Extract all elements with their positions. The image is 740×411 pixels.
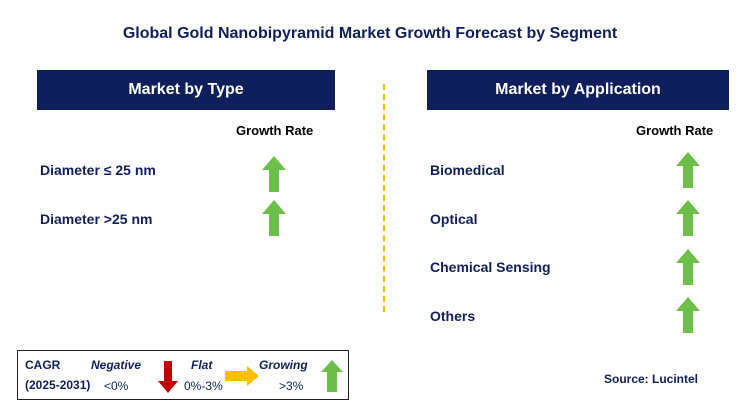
source-note: Source: Lucintel <box>604 372 699 386</box>
up-arrow-icon <box>262 200 286 236</box>
page-title: Global Gold Nanobipyramid Market Growth … <box>122 25 618 42</box>
type-row-label: Diameter ≤ 25 nm <box>40 162 156 178</box>
cagr-legend: CAGR (2025-2031) Negative <0% Flat 0%-3%… <box>17 350 349 400</box>
type-growth-rate-header: Growth Rate <box>236 123 314 138</box>
down-arrow-icon <box>158 361 178 393</box>
application-row-label: Optical <box>430 211 478 227</box>
up-arrow-icon <box>676 249 700 285</box>
legend-growing-range: >3% <box>279 379 304 393</box>
application-panel-header: Market by Application <box>427 70 729 110</box>
up-arrow-icon <box>676 297 700 333</box>
legend-growing-label: Growing <box>259 358 308 372</box>
application-row-label: Chemical Sensing <box>430 259 551 275</box>
legend-flat-label: Flat <box>191 358 213 372</box>
application-row-label: Biomedical <box>430 162 505 178</box>
legend-period: (2025-2031) <box>25 378 91 392</box>
up-arrow-icon <box>676 200 700 236</box>
up-arrow-icon <box>262 156 286 192</box>
legend-negative-range: <0% <box>104 379 129 393</box>
application-row-label: Others <box>430 308 476 324</box>
right-arrow-icon <box>225 366 259 386</box>
up-arrow-icon <box>676 152 700 188</box>
panel-divider <box>383 84 385 312</box>
type-panel-header: Market by Type <box>37 70 335 110</box>
application-growth-rate-header: Growth Rate <box>636 123 714 138</box>
legend-negative-label: Negative <box>91 358 142 372</box>
up-arrow-icon <box>321 360 343 392</box>
legend-cagr-label: CAGR <box>25 358 61 372</box>
legend-flat-range: 0%-3% <box>184 379 223 393</box>
type-row-label: Diameter >25 nm <box>40 211 153 227</box>
